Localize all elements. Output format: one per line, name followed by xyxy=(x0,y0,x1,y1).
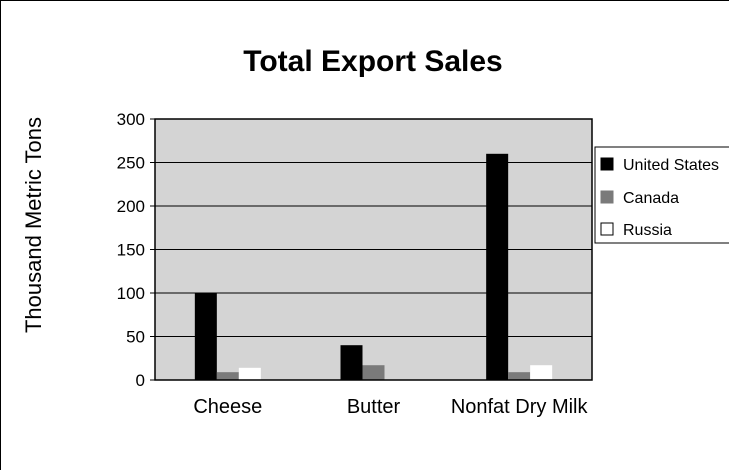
y-axis-label: Thousand Metric Tons xyxy=(21,117,46,333)
bars xyxy=(194,153,553,380)
bar-united-states-butter xyxy=(340,345,363,380)
legend-box xyxy=(594,146,729,244)
bar-canada-cheese xyxy=(216,372,239,380)
legend-label-united-states: United States xyxy=(623,157,719,174)
y-axis-ticks: 0 50 100 150 200 250 300 xyxy=(117,110,155,390)
y-tick-label: 50 xyxy=(126,328,145,347)
x-tick-label: Nonfat Dry Milk xyxy=(451,396,589,418)
x-tick-label: Butter xyxy=(347,396,401,418)
y-tick-label: 0 xyxy=(136,371,145,390)
y-tick-label: 300 xyxy=(117,110,145,129)
bar-united-states-cheese xyxy=(194,293,217,380)
bar-canada-butter xyxy=(362,365,385,380)
bar-united-states-nonfat-dry-milk xyxy=(486,153,509,380)
legend-swatch-canada xyxy=(600,190,614,204)
x-tick-label: Cheese xyxy=(193,396,262,418)
x-axis-labels: Cheese Butter Nonfat Dry Milk xyxy=(193,396,588,418)
legend-label-russia: Russia xyxy=(623,222,672,239)
y-tick-label: 250 xyxy=(117,154,145,173)
bar-russia-nonfat-dry-milk xyxy=(530,365,553,380)
legend: United States Canada Russia xyxy=(594,146,729,244)
y-tick-label: 100 xyxy=(117,284,145,303)
y-tick-label: 200 xyxy=(117,197,145,216)
plot-border xyxy=(154,118,593,381)
chart-title: Total Export Sales xyxy=(243,45,503,78)
legend-label-canada: Canada xyxy=(623,190,679,207)
bar-russia-cheese xyxy=(238,367,261,380)
legend-swatch-united-states xyxy=(600,157,614,171)
legend-swatch-russia xyxy=(600,222,614,236)
y-tick-label: 150 xyxy=(117,241,145,260)
bar-canada-nonfat-dry-milk xyxy=(508,372,531,380)
